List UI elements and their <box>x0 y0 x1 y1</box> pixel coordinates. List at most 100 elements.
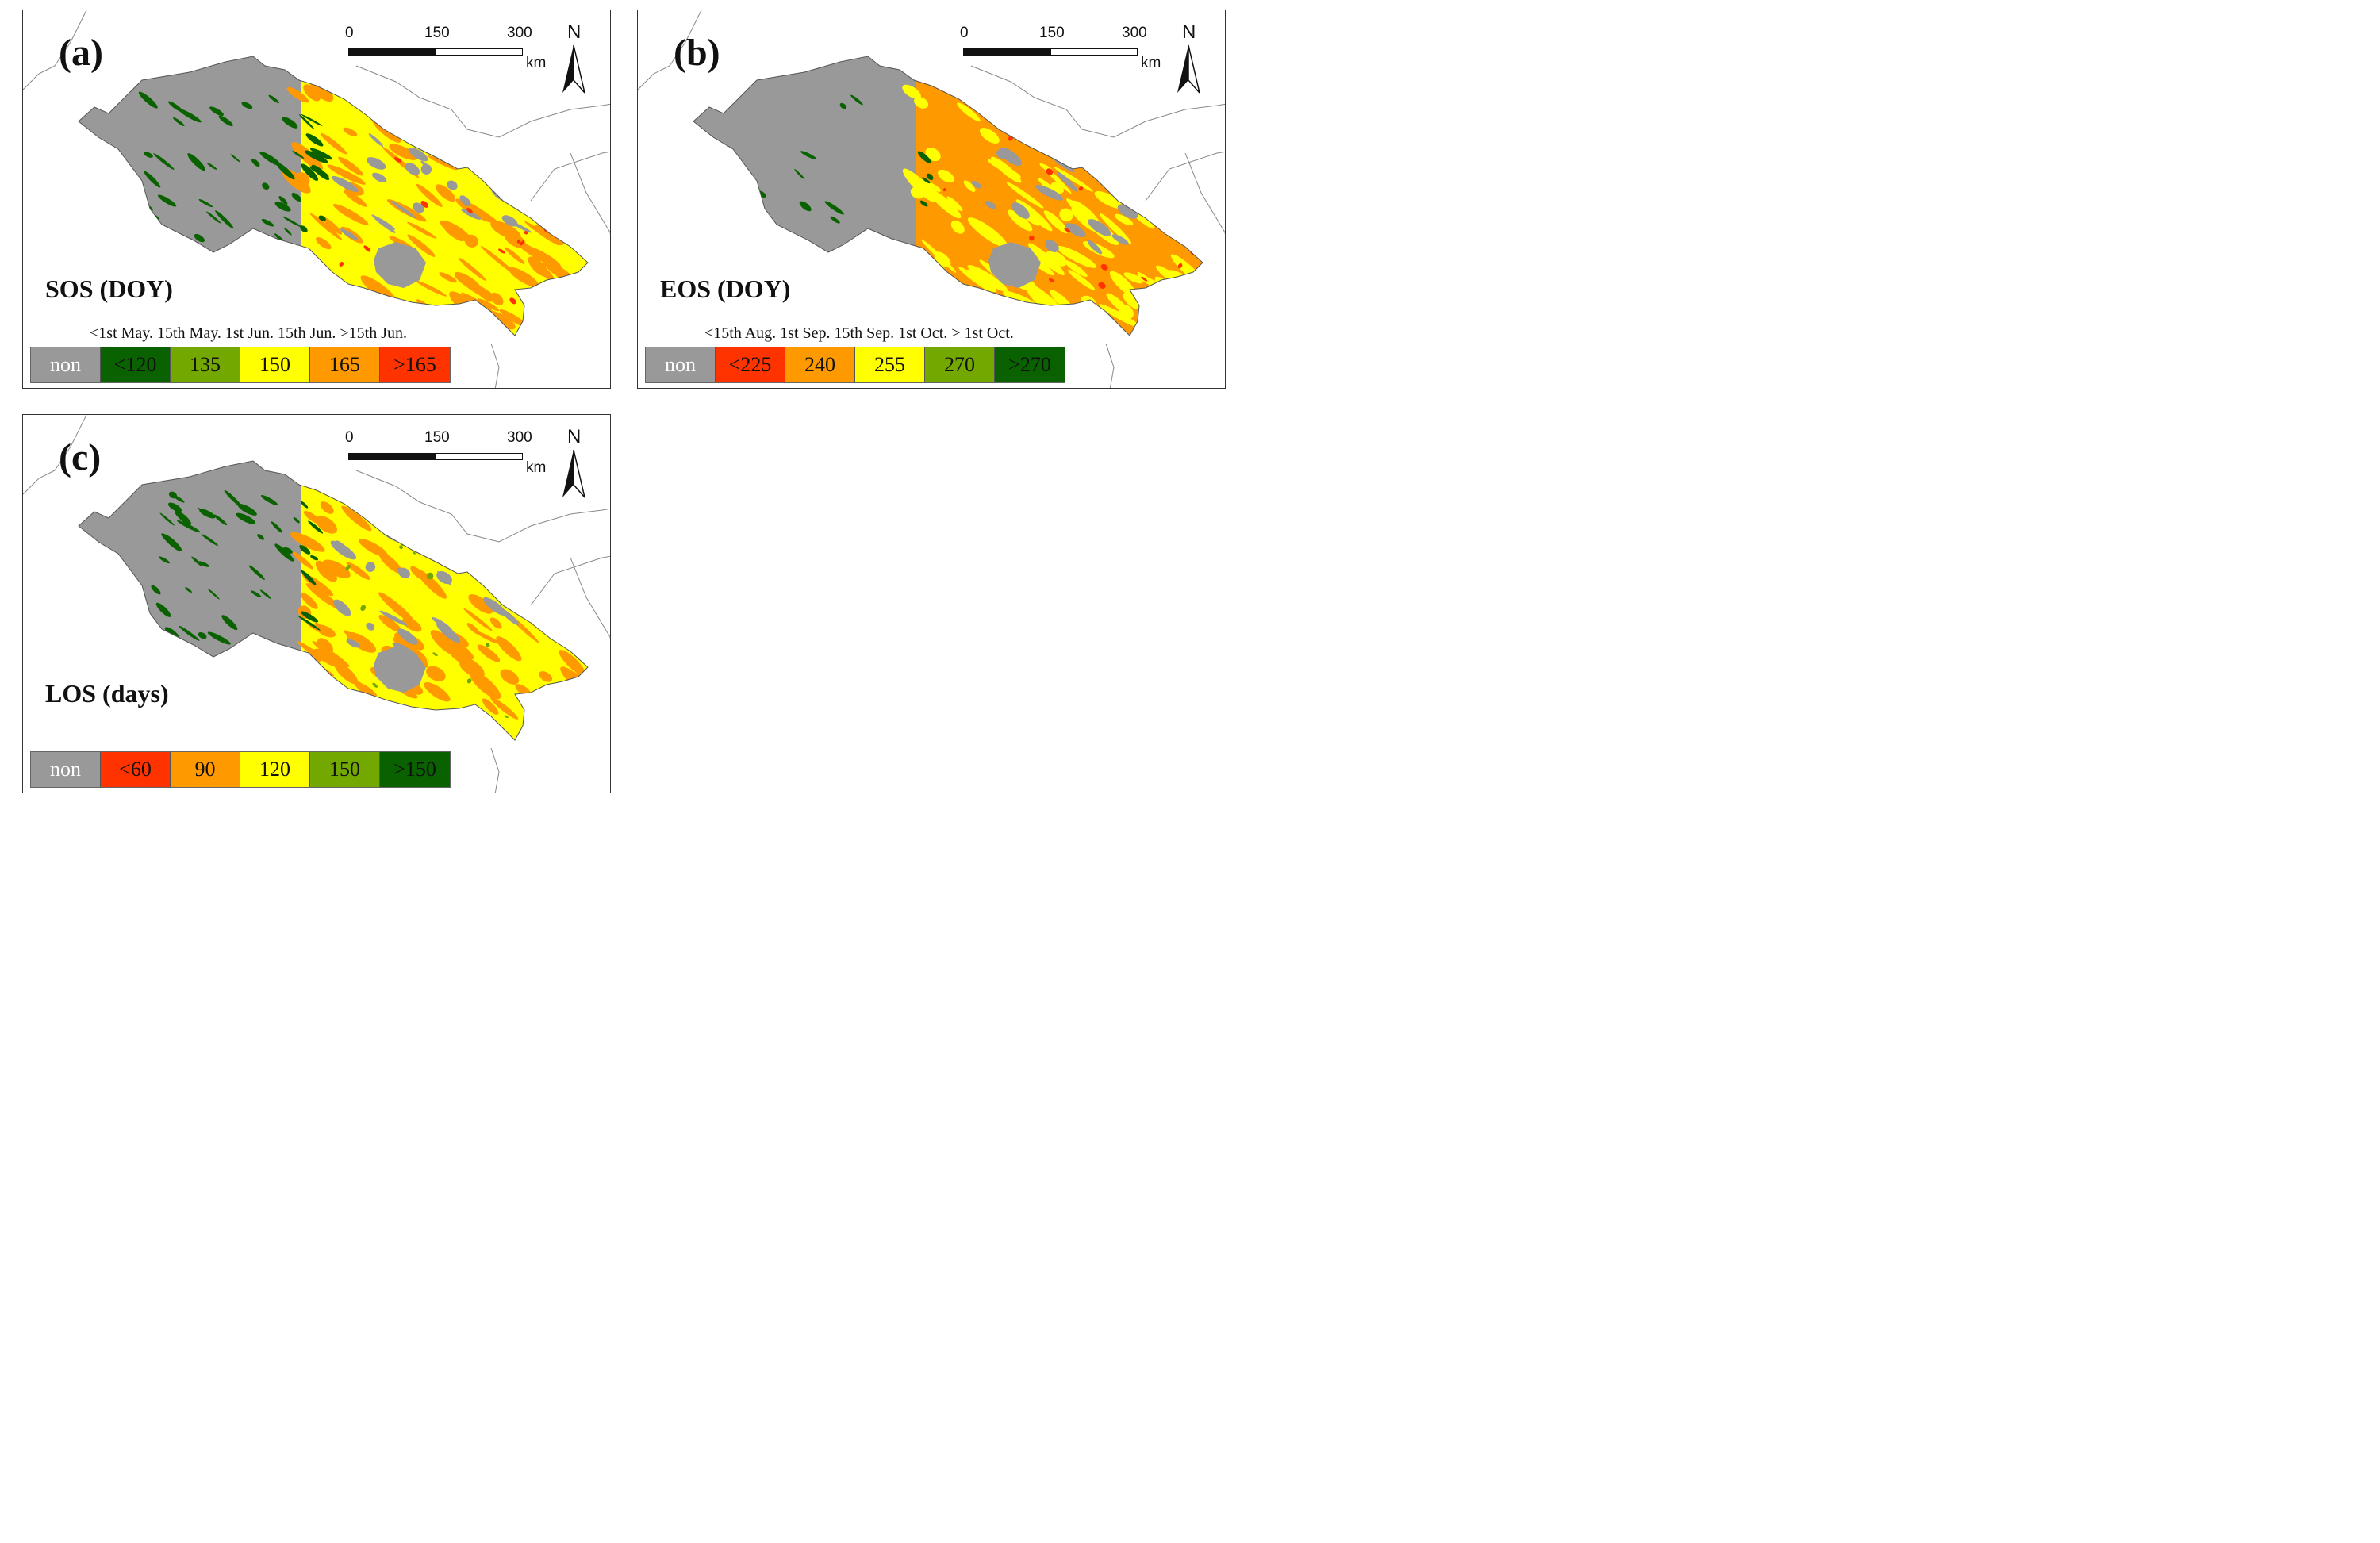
map-patch <box>305 583 341 610</box>
map-patch-grey <box>520 138 532 149</box>
map-patch <box>482 553 499 566</box>
map-patch-green <box>830 216 840 224</box>
country-border-line <box>530 151 610 202</box>
map-patch <box>925 148 941 162</box>
map-patch-accent <box>345 564 351 570</box>
map-patch-grey <box>346 639 360 648</box>
map-patch <box>1035 112 1069 131</box>
map-patch <box>1088 140 1117 163</box>
map-patch <box>911 300 950 327</box>
map-patch-grey <box>408 147 428 162</box>
map-patch-green <box>241 102 253 109</box>
map-patch <box>508 267 539 288</box>
map-patch <box>555 567 581 582</box>
map-patch <box>568 158 588 175</box>
scale-bar-tick-label: 0 <box>345 25 354 41</box>
map-patch-green <box>262 182 270 190</box>
map-patch-green <box>257 534 265 540</box>
map-patch-green <box>305 150 328 163</box>
map-patch-grey <box>985 200 997 209</box>
map-patch-green <box>237 503 257 516</box>
map-patch <box>566 294 588 320</box>
map-patch-accent <box>399 545 403 550</box>
map-patch <box>541 202 568 228</box>
map-patch <box>504 510 521 523</box>
map-patch <box>1056 245 1096 268</box>
map-patch <box>1081 90 1112 120</box>
scale-bar-tick-label: 150 <box>424 25 450 41</box>
map-patch-green <box>276 162 295 180</box>
variable-title: LOS (days) <box>45 679 169 708</box>
country-border-line <box>570 557 610 639</box>
map-patch <box>347 294 386 320</box>
map-patch <box>444 228 463 242</box>
map-patch-green <box>230 154 240 163</box>
map-patch-grey <box>1004 117 1020 129</box>
map-patch <box>980 127 1000 144</box>
map-patch <box>958 267 993 293</box>
scale-bar-tick-label: 150 <box>424 429 450 446</box>
map-patch-green <box>207 163 217 170</box>
map-patch <box>327 164 366 185</box>
map-patch <box>416 183 443 207</box>
map-patch <box>439 272 457 283</box>
region-outline <box>78 56 589 336</box>
map-patch-accent <box>973 314 980 321</box>
map-patch <box>916 280 954 304</box>
map-patch <box>963 180 976 192</box>
map-patch <box>1006 182 1044 209</box>
scale-bar-segment-dark <box>963 48 1050 56</box>
map-patch-green <box>173 495 185 503</box>
map-patch <box>508 105 534 121</box>
map-patch-grey <box>1012 202 1030 219</box>
map-patch-green <box>178 109 202 123</box>
legend-swatch: <60 <box>101 752 171 787</box>
map-patch <box>535 225 564 246</box>
map-patch <box>346 562 370 580</box>
map-patch <box>539 671 553 682</box>
map-patch-accent <box>536 718 543 724</box>
map-patch-green <box>199 509 216 519</box>
map-patch-green <box>187 153 205 171</box>
map-patch <box>570 505 588 527</box>
legend-swatch: 270 <box>925 347 995 382</box>
map-patch <box>553 299 568 312</box>
map-patch <box>407 221 437 239</box>
country-border-line <box>530 555 610 606</box>
map-patch-grey <box>1117 204 1138 219</box>
map-patch <box>1027 243 1065 276</box>
map-patch-green <box>301 570 317 585</box>
map-patch <box>490 96 520 118</box>
map-patch <box>464 234 478 248</box>
scale-bar-tick-label: 300 <box>1122 25 1147 41</box>
country-border-line <box>1184 152 1225 235</box>
map-patch-accent <box>442 541 447 547</box>
map-patch <box>315 560 337 582</box>
map-patch-accent <box>1048 278 1055 282</box>
map-patch <box>378 615 401 632</box>
map-patch-grey <box>379 610 408 626</box>
map-patch <box>341 505 372 532</box>
map-patch-green <box>198 632 207 639</box>
map-patch-green <box>173 117 185 127</box>
map-patch <box>1099 304 1141 328</box>
panel-label: (c) <box>59 436 102 478</box>
map-patch <box>1054 167 1093 192</box>
map-patch <box>570 708 588 728</box>
lake-area <box>988 242 1041 288</box>
map-patch-green <box>292 151 305 159</box>
map-patch-green <box>271 521 283 533</box>
map-patch <box>302 716 345 739</box>
region-outline <box>693 56 1203 336</box>
country-border-line <box>1105 343 1115 388</box>
map-patch-accent <box>442 134 447 140</box>
map-patch <box>555 133 580 151</box>
map-patch-grey <box>436 570 452 585</box>
map-patch <box>466 623 481 635</box>
map-patch-grey <box>520 164 536 174</box>
map-patch-green <box>299 114 315 130</box>
map-patch-accent <box>348 291 352 296</box>
map-patch <box>316 237 332 250</box>
map-patch <box>1085 148 1115 168</box>
map-patch <box>561 528 585 550</box>
